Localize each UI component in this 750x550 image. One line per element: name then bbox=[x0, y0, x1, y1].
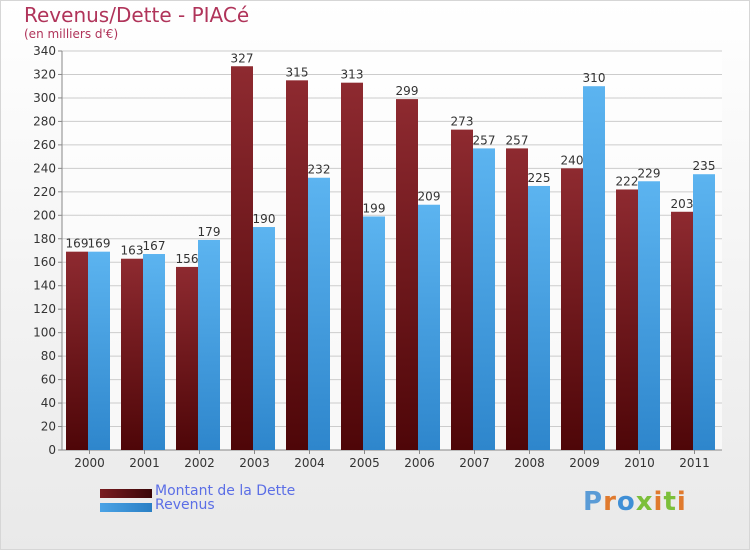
data-label-dette: 163 bbox=[121, 244, 144, 258]
logo-letter: t bbox=[663, 487, 677, 517]
x-tick-label: 2003 bbox=[239, 456, 270, 470]
data-label-dette: 315 bbox=[286, 65, 309, 79]
y-tick-label: 300 bbox=[33, 91, 56, 105]
y-tick-label: 20 bbox=[41, 420, 56, 434]
chart-title: Revenus/Dette - PIACé bbox=[24, 3, 250, 27]
data-label-revenus: 169 bbox=[88, 237, 111, 251]
logo-letter: i bbox=[653, 487, 664, 517]
x-tick-label: 2007 bbox=[459, 456, 490, 470]
x-tick-label: 2011 bbox=[679, 456, 710, 470]
y-tick-label: 200 bbox=[33, 208, 56, 222]
logo-letter: P bbox=[583, 487, 604, 517]
y-tick-label: 240 bbox=[33, 161, 56, 175]
data-label-dette: 257 bbox=[506, 133, 529, 147]
y-tick-label: 220 bbox=[33, 185, 56, 199]
y-tick-label: 340 bbox=[33, 44, 56, 58]
data-label-revenus: 209 bbox=[418, 190, 441, 204]
data-label-revenus: 199 bbox=[363, 201, 386, 215]
x-tick-label: 2005 bbox=[349, 456, 380, 470]
legend-swatch-dette bbox=[100, 489, 152, 498]
x-tick-label: 2004 bbox=[294, 456, 325, 470]
bar-dette bbox=[341, 82, 363, 450]
y-tick-label: 80 bbox=[41, 349, 56, 363]
x-tick-label: 2006 bbox=[404, 456, 435, 470]
bar-dette bbox=[451, 129, 473, 450]
bar-dette bbox=[231, 66, 253, 450]
y-tick-label: 60 bbox=[41, 373, 56, 387]
data-label-dette: 240 bbox=[561, 153, 584, 167]
data-label-dette: 273 bbox=[451, 115, 474, 129]
bar-dette bbox=[561, 168, 583, 450]
chart-subtitle: (en milliers d'€) bbox=[24, 27, 119, 41]
y-tick-label: 140 bbox=[33, 279, 56, 293]
y-tick-label: 120 bbox=[33, 302, 56, 316]
data-label-dette: 169 bbox=[66, 237, 89, 251]
bar-dette bbox=[121, 258, 143, 450]
bar-revenus bbox=[143, 254, 165, 450]
x-tick-label: 2010 bbox=[624, 456, 655, 470]
data-label-dette: 299 bbox=[396, 84, 419, 98]
bar-revenus bbox=[363, 216, 385, 450]
y-tick-label: 100 bbox=[33, 326, 56, 340]
data-label-revenus: 257 bbox=[473, 133, 496, 147]
proxiti-logo: Proxiti bbox=[583, 487, 687, 517]
bar-revenus bbox=[638, 181, 660, 450]
data-label-revenus: 310 bbox=[583, 71, 606, 85]
data-label-revenus: 232 bbox=[308, 163, 331, 177]
y-tick-label: 320 bbox=[33, 67, 56, 81]
logo-letter: i bbox=[676, 487, 687, 517]
logo-letter: x bbox=[635, 487, 654, 517]
data-label-revenus: 235 bbox=[693, 159, 716, 173]
legend-swatch-revenus bbox=[100, 503, 152, 512]
data-label-dette: 313 bbox=[341, 68, 364, 82]
legend-label-revenus: Revenus bbox=[155, 497, 215, 513]
data-label-revenus: 167 bbox=[143, 239, 166, 253]
bar-dette bbox=[176, 266, 198, 450]
y-tick-label: 0 bbox=[48, 443, 56, 457]
legend-label-dette: Montant de la Dette bbox=[155, 483, 296, 499]
bar-dette bbox=[396, 99, 418, 450]
logo-letter: o bbox=[616, 487, 636, 517]
y-tick-label: 40 bbox=[41, 396, 56, 410]
bar-dette bbox=[671, 211, 693, 450]
bar-revenus bbox=[583, 86, 605, 451]
y-tick-label: 180 bbox=[33, 232, 56, 246]
x-tick-label: 2002 bbox=[184, 456, 215, 470]
bar-revenus bbox=[693, 174, 715, 450]
plot-area bbox=[62, 51, 722, 450]
x-tick-label: 2009 bbox=[569, 456, 600, 470]
logo-letter: r bbox=[603, 487, 617, 517]
data-label-dette: 222 bbox=[616, 174, 639, 188]
data-label-dette: 156 bbox=[176, 252, 199, 266]
bar-dette bbox=[286, 80, 308, 451]
data-label-dette: 327 bbox=[231, 51, 254, 65]
data-label-revenus: 225 bbox=[528, 171, 551, 185]
data-label-dette: 203 bbox=[671, 197, 694, 211]
y-tick-label: 160 bbox=[33, 255, 56, 269]
y-tick-label: 260 bbox=[33, 138, 56, 152]
bar-revenus bbox=[528, 185, 550, 451]
bar-revenus bbox=[473, 148, 495, 450]
bar-revenus bbox=[198, 239, 220, 450]
bar-revenus bbox=[88, 251, 110, 450]
bar-revenus bbox=[253, 227, 275, 450]
x-tick-label: 2008 bbox=[514, 456, 545, 470]
bar-dette bbox=[66, 251, 88, 450]
bar-revenus bbox=[308, 177, 330, 450]
y-tick-label: 280 bbox=[33, 114, 56, 128]
data-label-revenus: 190 bbox=[253, 212, 276, 226]
bar-dette bbox=[506, 148, 528, 450]
x-tick-label: 2001 bbox=[129, 456, 160, 470]
x-tick-label: 2000 bbox=[74, 456, 105, 470]
data-label-revenus: 229 bbox=[638, 166, 661, 180]
bar-dette bbox=[616, 189, 638, 450]
data-label-revenus: 179 bbox=[198, 225, 221, 239]
bar-revenus bbox=[418, 204, 440, 450]
